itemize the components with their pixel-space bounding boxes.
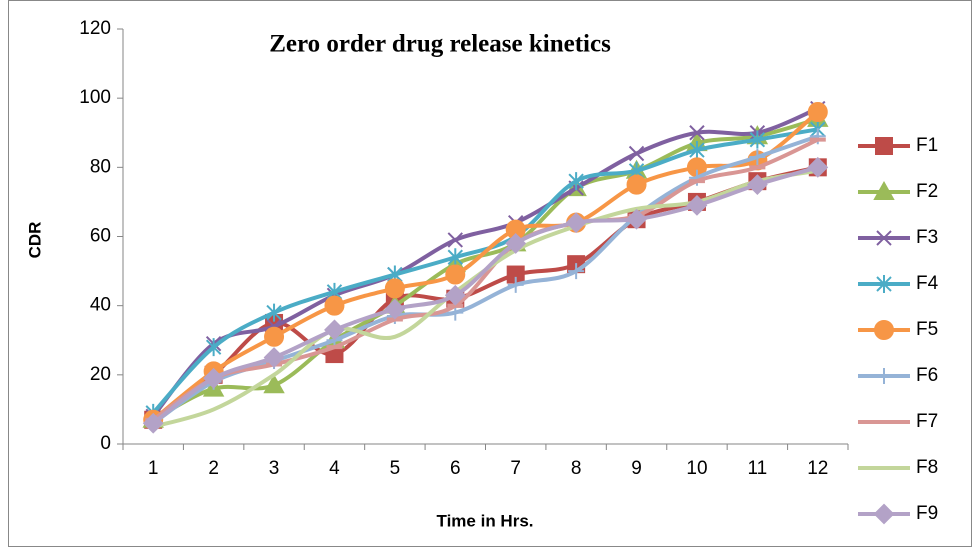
x-tick-label: 1 <box>148 458 159 479</box>
data-point <box>565 212 587 234</box>
data-point <box>447 248 463 267</box>
data-point <box>505 233 527 254</box>
data-point <box>205 338 222 357</box>
data-point <box>266 303 282 322</box>
y-tick-label: 40 <box>90 295 111 316</box>
data-point <box>263 347 285 368</box>
x-tick-label: 4 <box>329 458 340 479</box>
chart-border <box>8 0 972 547</box>
x-tick-label: 12 <box>807 458 828 479</box>
data-point <box>749 130 766 149</box>
x-tick-label: 10 <box>686 458 707 479</box>
data-point <box>626 174 647 195</box>
data-point <box>568 263 585 280</box>
legend-label: F3 <box>916 227 938 248</box>
legend-marker <box>873 180 895 200</box>
data-point <box>264 326 285 347</box>
data-point <box>203 367 225 389</box>
y-tick-label: 100 <box>79 87 111 108</box>
y-tick-label: 60 <box>90 226 111 247</box>
y-axis-title: CDR <box>25 222 44 259</box>
legend-marker <box>876 230 892 246</box>
legend-label: F6 <box>916 365 938 386</box>
data-point <box>447 232 463 248</box>
x-tick-label: 11 <box>748 458 768 479</box>
x-tick-label: 8 <box>571 458 582 479</box>
data-point <box>445 264 466 285</box>
legend-label: F8 <box>916 457 938 478</box>
data-point <box>384 298 406 320</box>
data-point <box>749 148 766 165</box>
legend-marker <box>873 503 895 525</box>
legend-label: F7 <box>916 411 938 432</box>
legend-label: F9 <box>916 503 938 524</box>
data-point <box>626 208 647 230</box>
data-point <box>746 174 768 196</box>
y-tick-label: 20 <box>90 364 111 385</box>
legend-marker <box>875 137 893 155</box>
x-tick-label: 6 <box>450 458 461 479</box>
data-point <box>568 172 584 191</box>
data-point <box>686 194 708 216</box>
y-tick-label: 120 <box>79 18 111 39</box>
data-point <box>324 319 345 341</box>
data-point <box>689 141 705 160</box>
data-point <box>628 145 645 162</box>
legend-marker <box>874 320 894 340</box>
data-point <box>507 276 524 293</box>
x-axis-title: Time in Hrs. <box>437 511 534 530</box>
data-point <box>807 156 829 178</box>
legend-label: F5 <box>916 319 938 340</box>
data-point <box>689 125 705 141</box>
legend-marker <box>876 275 892 293</box>
y-tick-label: 0 <box>100 433 111 454</box>
x-tick-label: 9 <box>631 458 642 479</box>
legend-label: F4 <box>916 273 939 294</box>
data-point <box>324 295 345 316</box>
x-tick-label: 2 <box>208 458 219 479</box>
legend-label: F2 <box>916 181 938 202</box>
x-tick-label: 7 <box>510 458 521 479</box>
chart-title: Zero order drug release kinetics <box>269 31 611 58</box>
data-point <box>807 102 828 122</box>
data-point <box>263 374 285 394</box>
data-point <box>142 412 164 434</box>
x-tick-label: 5 <box>390 458 401 479</box>
data-point <box>444 284 466 306</box>
x-tick-label: 3 <box>269 458 280 479</box>
legend-label: F1 <box>916 135 938 156</box>
data-point <box>384 278 405 299</box>
y-tick-label: 80 <box>90 156 111 177</box>
legend-marker <box>876 368 892 384</box>
